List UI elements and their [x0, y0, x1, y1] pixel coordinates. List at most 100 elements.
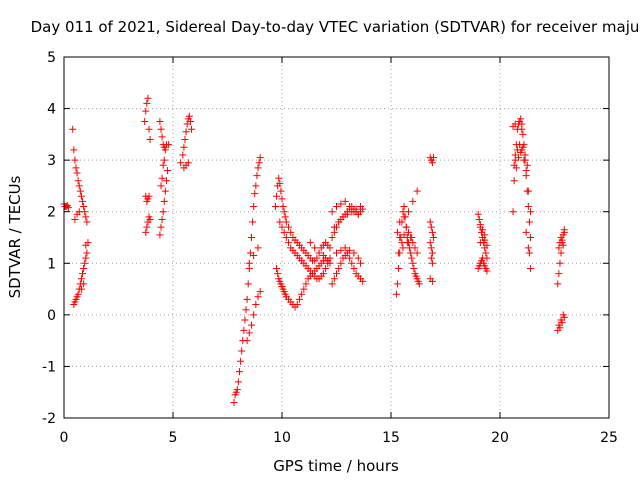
data-point	[156, 117, 164, 125]
data-point	[165, 141, 173, 149]
data-point	[278, 195, 286, 203]
plot-frame	[63, 56, 610, 419]
data-point	[554, 280, 562, 288]
data-point	[82, 254, 90, 262]
data-point	[409, 259, 417, 267]
data-point	[74, 290, 82, 298]
data-point	[79, 270, 87, 278]
data-point	[524, 203, 532, 211]
data-point	[145, 192, 153, 200]
data-point	[479, 226, 487, 234]
data-point	[243, 337, 251, 345]
data-point	[164, 166, 172, 174]
chart-title: Day 011 of 2021, Sidereal Day-to-day VTE…	[31, 18, 640, 36]
data-point	[157, 125, 165, 133]
data-point	[306, 239, 314, 247]
data-point	[395, 264, 403, 272]
data-point	[517, 148, 525, 156]
data-point	[162, 177, 170, 185]
data-point	[558, 319, 566, 327]
data-point	[240, 326, 248, 334]
data-point	[428, 249, 436, 257]
x-axis-label: GPS time / hours	[273, 457, 399, 475]
data-point	[161, 146, 169, 154]
data-point	[522, 228, 530, 236]
data-point	[322, 264, 330, 272]
data-point	[341, 197, 349, 205]
data-point	[254, 164, 262, 172]
x-tick-label: 5	[169, 430, 178, 446]
y-tick-label: 3	[47, 153, 56, 169]
y-tick-label: 0	[47, 308, 56, 324]
data-point	[237, 357, 245, 365]
y-tick-label: 4	[47, 102, 56, 118]
data-point	[392, 290, 400, 298]
x-tick-label: 20	[491, 430, 509, 446]
data-point	[348, 259, 356, 267]
data-point	[396, 234, 404, 241]
data-point	[408, 254, 416, 262]
data-point	[400, 231, 408, 239]
data-point	[71, 156, 79, 164]
data-point	[315, 249, 323, 257]
data-point	[328, 280, 336, 288]
data-point	[324, 257, 332, 265]
data-point	[428, 259, 436, 267]
data-point	[273, 264, 281, 272]
data-point	[142, 228, 150, 236]
data-point	[280, 228, 288, 236]
data-point	[157, 223, 165, 231]
data-point	[80, 264, 88, 272]
data-point	[75, 208, 83, 216]
data-point	[77, 275, 85, 283]
data-point	[141, 117, 149, 125]
data-point	[282, 218, 290, 226]
data-point	[522, 166, 530, 174]
data-point	[311, 244, 319, 252]
data-point	[256, 154, 264, 162]
data-point	[252, 301, 260, 309]
data-point	[482, 249, 490, 257]
data-point	[83, 249, 91, 257]
data-point	[427, 223, 435, 231]
data-point	[515, 154, 523, 162]
data-point	[399, 244, 407, 252]
data-point	[244, 280, 252, 288]
data-point	[403, 239, 411, 247]
data-point	[483, 267, 491, 275]
data-point	[518, 125, 526, 133]
data-point	[395, 249, 403, 257]
data-point	[69, 125, 77, 133]
data-point	[285, 223, 293, 231]
data-point	[430, 154, 438, 162]
data-point	[426, 239, 434, 247]
data-point	[242, 306, 250, 314]
data-point	[74, 177, 82, 185]
data-point	[254, 244, 262, 252]
data-point	[556, 259, 564, 267]
data-point	[298, 290, 306, 298]
data-point	[76, 187, 84, 195]
data-point	[230, 399, 238, 407]
data-point	[328, 234, 336, 241]
data-point	[83, 218, 91, 226]
data-point	[346, 254, 354, 262]
data-point	[394, 228, 402, 236]
data-point	[75, 182, 83, 190]
y-tick-label: 2	[47, 205, 56, 221]
data-point	[555, 244, 563, 252]
y-tick-label: 5	[47, 50, 56, 66]
data-point	[527, 234, 535, 241]
data-point	[253, 172, 261, 180]
data-point	[427, 244, 435, 252]
data-point	[156, 231, 164, 239]
data-point	[285, 239, 293, 247]
data-point	[146, 136, 154, 144]
data-point	[335, 264, 343, 272]
data-point	[238, 347, 246, 355]
data-point	[302, 280, 310, 288]
data-point	[186, 117, 194, 125]
data-point	[281, 213, 289, 221]
data-point	[250, 203, 258, 211]
x-tick-label: 15	[382, 430, 400, 446]
